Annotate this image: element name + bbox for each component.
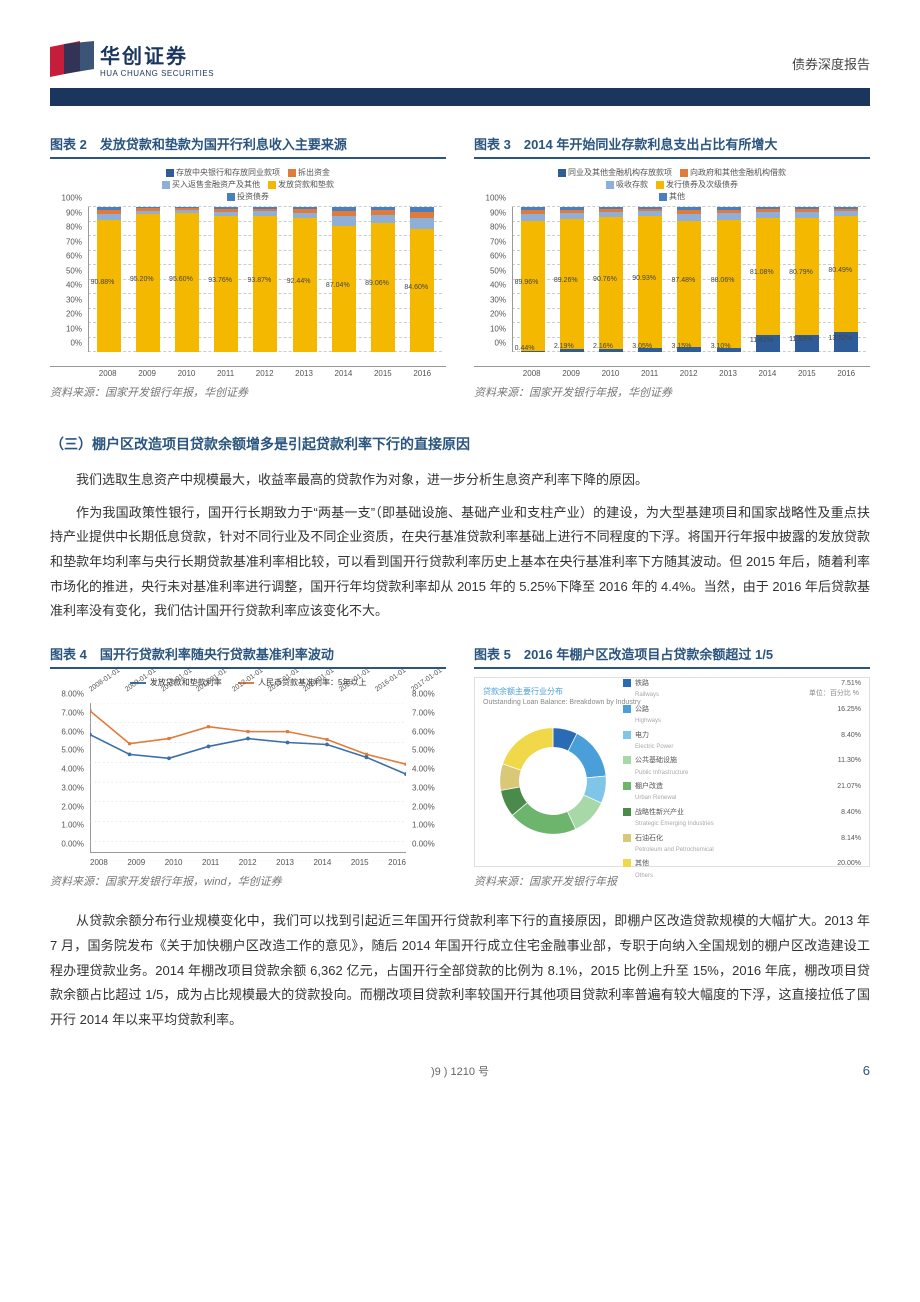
chart-3-xaxis: 200820092010201120122013201420152016 bbox=[474, 369, 870, 378]
chart-2-title: 图表 2 发放贷款和垫款为国开行利息收入主要来源 bbox=[50, 134, 446, 153]
chart-3-title: 图表 3 2014 年开始同业存款利息支出占比有所增大 bbox=[474, 134, 870, 153]
chart-4-title: 图表 4 国开行贷款利率随央行贷款基准利率波动 bbox=[50, 644, 446, 663]
page-footer: )9 ) 1210 号 6 bbox=[50, 1063, 870, 1087]
logo: 华创证券 HUA CHUANG SECURITIES bbox=[50, 40, 214, 78]
chart-5-canvas: 贷款余额主要行业分布 Outstanding Loan Balance: Bre… bbox=[474, 677, 870, 867]
chart-3-legend: 同业及其他金融机构存放款项向政府和其他金融机构借款吸收存款发行债券及次级债券其他 bbox=[474, 167, 870, 203]
header-band bbox=[50, 88, 870, 106]
paragraph-3: 从贷款余额分布行业规模变化中，我们可以找到引起近三年国开行贷款利率下行的直接原因… bbox=[50, 909, 870, 1032]
chart-5: 图表 5 2016 年棚户区改造项目占贷款余额超过 1/5 贷款余额主要行业分布… bbox=[474, 644, 870, 889]
header-right: 债券深度报告 bbox=[792, 54, 870, 73]
page-number: 6 bbox=[863, 1063, 870, 1078]
chart-5-unit: 单位：百分比 % bbox=[809, 688, 859, 698]
chart-2: 图表 2 发放贷款和垫款为国开行利息收入主要来源 存放中央银行和存放同业款项拆出… bbox=[50, 134, 446, 400]
chart-3-canvas: 同业及其他金融机构存放款项向政府和其他金融机构借款吸收存款发行债券及次级债券其他… bbox=[474, 167, 870, 367]
logo-text-cn: 华创证券 bbox=[100, 40, 214, 69]
section-3-heading: （三）棚户区改造项目贷款余额增多是引起贷款利率下行的直接原因 bbox=[50, 434, 870, 454]
chart-4: 图表 4 国开行贷款利率随央行贷款基准利率波动 发放贷款和垫款利率 人民币贷款基… bbox=[50, 644, 446, 889]
paragraph-2: 作为我国政策性银行，国开行长期致力于“两基一支”（即基础设施、基础产业和支柱产业… bbox=[50, 501, 870, 624]
logo-text-en: HUA CHUANG SECURITIES bbox=[100, 69, 214, 78]
paragraph-1: 我们选取生息资产中规模最大，收益率最高的贷款作为对象，进一步分析生息资产利率下降… bbox=[50, 468, 870, 493]
chart-4-source: 资料来源：国家开发银行年报，wind，华创证券 bbox=[50, 873, 446, 889]
chart-2-source: 资料来源：国家开发银行年报，华创证券 bbox=[50, 384, 446, 400]
chart-3-source: 资料来源：国家开发银行年报，华创证券 bbox=[474, 384, 870, 400]
chart-2-legend: 存放中央银行和存放同业款项拆出资金买入返售金融资产及其他发放贷款和垫款投资债券 bbox=[50, 167, 446, 203]
chart-5-title: 图表 5 2016 年棚户区改造项目占贷款余额超过 1/5 bbox=[474, 644, 870, 663]
chart-3: 图表 3 2014 年开始同业存款利息支出占比有所增大 同业及其他金融机构存放款… bbox=[474, 134, 870, 400]
footer-left: )9 ) 1210 号 bbox=[431, 1063, 489, 1079]
donut-icon bbox=[483, 711, 623, 851]
page-header: 华创证券 HUA CHUANG SECURITIES 债券深度报告 bbox=[50, 40, 870, 78]
chart-4-canvas: 发放贷款和垫款利率 人民币贷款基准利率：5年以上 2008-01-012009-… bbox=[50, 677, 446, 867]
logo-icon bbox=[50, 41, 94, 77]
chart-5-legend: 铁路Railways7.51%公路Highways16.25%电力Electri… bbox=[623, 678, 861, 884]
chart-2-xaxis: 200820092010201120122013201420152016 bbox=[50, 369, 446, 378]
chart-2-canvas: 存放中央银行和存放同业款项拆出资金买入返售金融资产及其他发放贷款和垫款投资债券 … bbox=[50, 167, 446, 367]
